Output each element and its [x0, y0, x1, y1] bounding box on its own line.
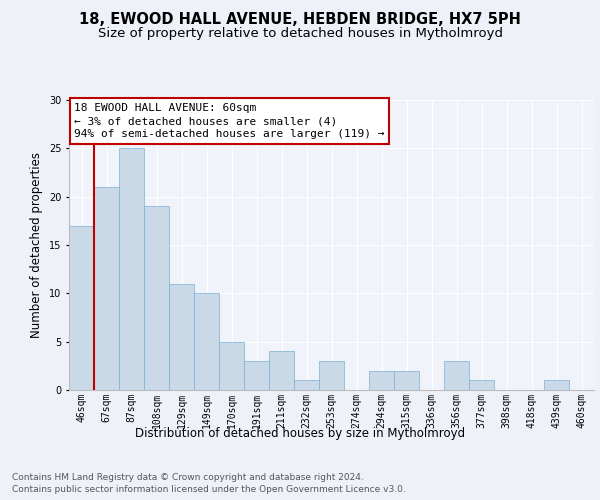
Bar [269, 352, 294, 390]
Bar [394, 370, 419, 390]
Text: 18, EWOOD HALL AVENUE, HEBDEN BRIDGE, HX7 5PH: 18, EWOOD HALL AVENUE, HEBDEN BRIDGE, HX… [79, 12, 521, 28]
Bar [119, 148, 144, 390]
Text: Contains HM Land Registry data © Crown copyright and database right 2024.: Contains HM Land Registry data © Crown c… [12, 472, 364, 482]
Bar [69, 226, 94, 390]
Bar [544, 380, 569, 390]
Bar [194, 294, 219, 390]
Bar [244, 361, 269, 390]
Bar [469, 380, 494, 390]
Bar [94, 187, 119, 390]
Bar [144, 206, 169, 390]
Y-axis label: Number of detached properties: Number of detached properties [31, 152, 43, 338]
Bar [169, 284, 194, 390]
Bar [294, 380, 319, 390]
Bar [219, 342, 244, 390]
Text: Size of property relative to detached houses in Mytholmroyd: Size of property relative to detached ho… [97, 28, 503, 40]
Text: Distribution of detached houses by size in Mytholmroyd: Distribution of detached houses by size … [135, 428, 465, 440]
Text: 18 EWOOD HALL AVENUE: 60sqm
← 3% of detached houses are smaller (4)
94% of semi-: 18 EWOOD HALL AVENUE: 60sqm ← 3% of deta… [74, 103, 385, 140]
Text: Contains public sector information licensed under the Open Government Licence v3: Contains public sector information licen… [12, 485, 406, 494]
Bar [369, 370, 394, 390]
Bar [444, 361, 469, 390]
Bar [319, 361, 344, 390]
